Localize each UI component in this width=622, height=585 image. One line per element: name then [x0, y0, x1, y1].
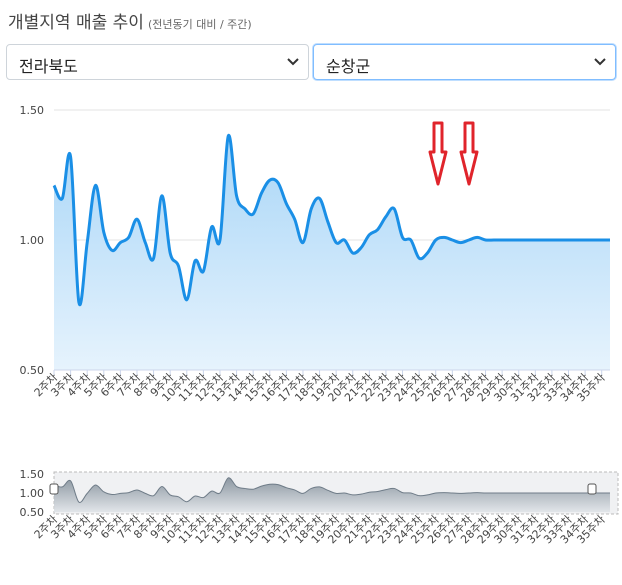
chart-title: 개별지역 매출 추이 (전년동기 대비 / 주간) [8, 8, 252, 33]
y-tick-label: 0.50 [20, 364, 45, 377]
navigator-line [53, 477, 610, 503]
arrow-2 [459, 121, 479, 186]
chevron-down-icon [594, 58, 606, 66]
navigator-area [54, 477, 610, 512]
region-select[interactable]: 전라북도 [6, 44, 309, 80]
y-tick-label: 1.00 [20, 234, 45, 247]
trend-chart[interactable]: 0.501.001.502주차3주차4주차5주차6주차7주차8주차9주차10주차… [0, 90, 622, 585]
title-subtitle: (전년동기 대비 / 주간) [147, 18, 252, 31]
region-select-value: 전라북도 [19, 57, 78, 76]
title-text: 개별지역 매출 추이 [8, 13, 144, 33]
district-select-value: 순창군 [326, 57, 371, 76]
navigator-y-tick-label: 0.50 [20, 506, 45, 519]
navigator-handle[interactable] [49, 483, 59, 495]
chevron-down-icon [287, 58, 299, 66]
y-tick-label: 1.50 [20, 104, 45, 117]
district-select[interactable]: 순창군 [313, 44, 616, 80]
series-area [54, 135, 610, 370]
navigator-y-tick-label: 1.00 [20, 487, 45, 500]
red-arrow-icon [459, 121, 479, 186]
navigator-y-tick-label: 1.50 [20, 468, 45, 481]
arrow-1 [428, 121, 448, 186]
red-arrow-icon [428, 121, 448, 186]
series-line [52, 134, 610, 307]
navigator-handle[interactable] [587, 483, 597, 495]
